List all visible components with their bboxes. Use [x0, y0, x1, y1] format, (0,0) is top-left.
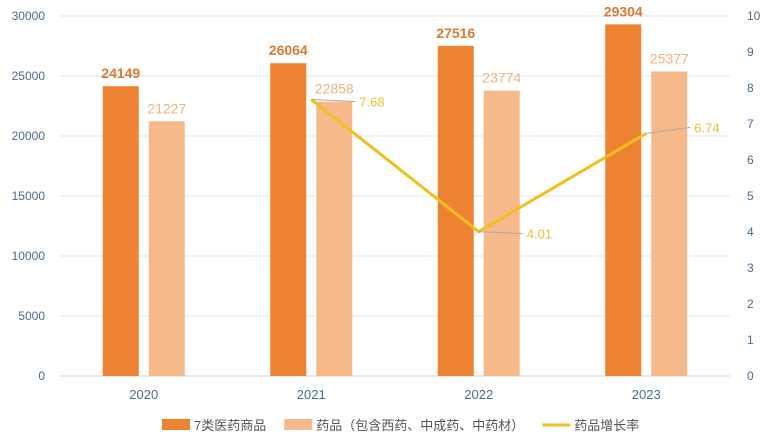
data-labels: 24149 26064 27516 29304 21227 22858 23774 25377…	[101, 3, 719, 241]
x-tick-label: 2021	[297, 387, 326, 402]
bar-all-categories	[605, 24, 642, 377]
left-tick-label: 20000	[12, 129, 46, 143]
right-tick-label: 8	[747, 81, 754, 95]
right-tick-label: 3	[747, 261, 754, 275]
left-tick-label: 0	[38, 369, 45, 383]
right-tick-label: 9	[747, 45, 754, 59]
bar-series	[102, 24, 688, 377]
bar-all-categories	[270, 63, 307, 377]
left-tick-label: 10000	[12, 249, 46, 263]
right-tick-label: 0	[747, 369, 754, 383]
line-value-label: 4.01	[527, 227, 552, 242]
legend-swatch	[284, 419, 313, 430]
legend-label: 7类医药商品	[194, 418, 266, 433]
leader-line	[478, 231, 523, 235]
bar-drugs	[651, 71, 688, 376]
bar-value-label: 29304	[604, 3, 643, 19]
left-tick-label: 5000	[18, 309, 45, 323]
line-value-label: 7.68	[359, 95, 384, 110]
x-axis: 2020 2021 2022 2023	[129, 387, 660, 402]
line-series	[310, 98, 648, 234]
bar-value-label: 27516	[436, 25, 475, 41]
growth-rate-line	[310, 98, 648, 234]
leader-line	[311, 99, 356, 103]
legend-swatch	[162, 419, 190, 430]
bar-value-label: 24149	[101, 65, 140, 81]
right-tick-label: 10	[747, 9, 761, 23]
right-y-axis: 0 1 2 3 4 5 6 7 8 9 10	[747, 9, 761, 383]
bar-all-categories	[437, 45, 474, 377]
right-tick-label: 5	[747, 189, 754, 203]
bar-all-categories	[102, 86, 139, 376]
left-tick-label: 15000	[12, 189, 46, 203]
bar-value-label: 22858	[315, 81, 354, 97]
line-value-label: 6.74	[694, 120, 719, 135]
right-tick-label: 2	[747, 297, 754, 311]
bar-value-label: 23774	[482, 70, 521, 86]
left-tick-label: 30000	[12, 9, 46, 23]
right-tick-label: 7	[747, 117, 754, 131]
leader-line	[646, 126, 691, 134]
left-tick-label: 25000	[12, 69, 46, 83]
x-tick-label: 2020	[129, 387, 158, 402]
bar-value-label: 26064	[269, 42, 308, 58]
bar-value-label: 25377	[650, 50, 689, 66]
legend-label: 药品（包含西药、中成药、中药材）	[316, 418, 524, 433]
x-tick-label: 2022	[464, 387, 493, 402]
right-tick-label: 4	[747, 225, 754, 239]
bar-value-label: 21227	[147, 100, 186, 116]
left-y-axis: 0 5000 10000 15000 20000 25000 30000	[12, 9, 46, 383]
right-tick-label: 1	[747, 333, 754, 347]
right-tick-label: 6	[747, 153, 754, 167]
legend-label: 药品增长率	[574, 418, 639, 433]
legend: 7类医药商品 药品（包含西药、中成药、中药材） 药品增长率	[162, 418, 639, 433]
bar-drugs	[148, 121, 185, 376]
x-tick-label: 2023	[632, 387, 661, 402]
bar-drugs	[316, 101, 353, 376]
